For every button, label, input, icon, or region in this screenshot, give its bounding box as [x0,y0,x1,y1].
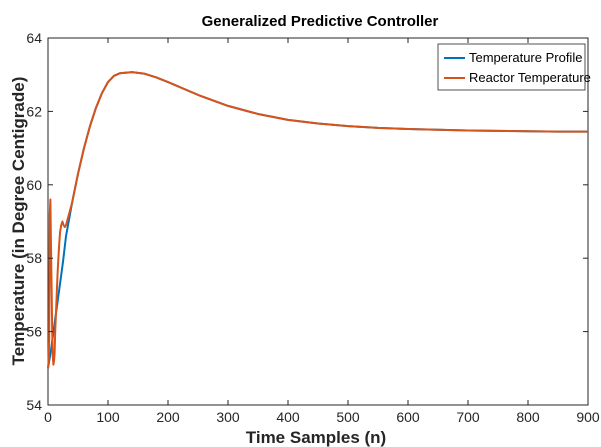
x-tick-label: 800 [516,409,540,425]
x-tick-label: 100 [96,409,120,425]
y-tick-label: 62 [26,103,42,119]
legend-box [437,43,586,91]
x-tick-label: 700 [456,409,480,425]
y-axis: 54 56 58 60 62 64 [26,30,588,413]
legend: Temperature Profile Reactor Temperature [437,43,591,91]
x-tick-label: 900 [576,409,600,425]
legend-label-temperature-profile: Temperature Profile [469,50,582,65]
x-tick-label: 400 [276,409,300,425]
y-tick-label: 58 [26,250,42,266]
x-axis: 0 100 200 300 400 500 600 700 800 900 [44,38,600,425]
plot-content [47,71,588,369]
x-axis-title: Time Samples (n) [246,428,386,447]
x-tick-label: 0 [44,409,52,425]
x-tick-label: 300 [216,409,240,425]
legend-label-reactor-temperature: Reactor Temperature [469,70,591,85]
series-line-reactor-temperature [47,71,588,369]
y-tick-label: 54 [26,397,42,413]
plot-area-frame [47,37,589,406]
x-tick-label: 500 [336,409,360,425]
y-axis-title: Temperature (in Degree Centigrade) [9,77,28,366]
y-tick-label: 60 [26,177,42,193]
y-tick-label: 64 [26,30,42,46]
y-tick-label: 56 [26,324,42,340]
chart-title: Generalized Predictive Controller [202,13,439,30]
x-tick-label: 200 [156,409,180,425]
x-tick-label: 600 [396,409,420,425]
